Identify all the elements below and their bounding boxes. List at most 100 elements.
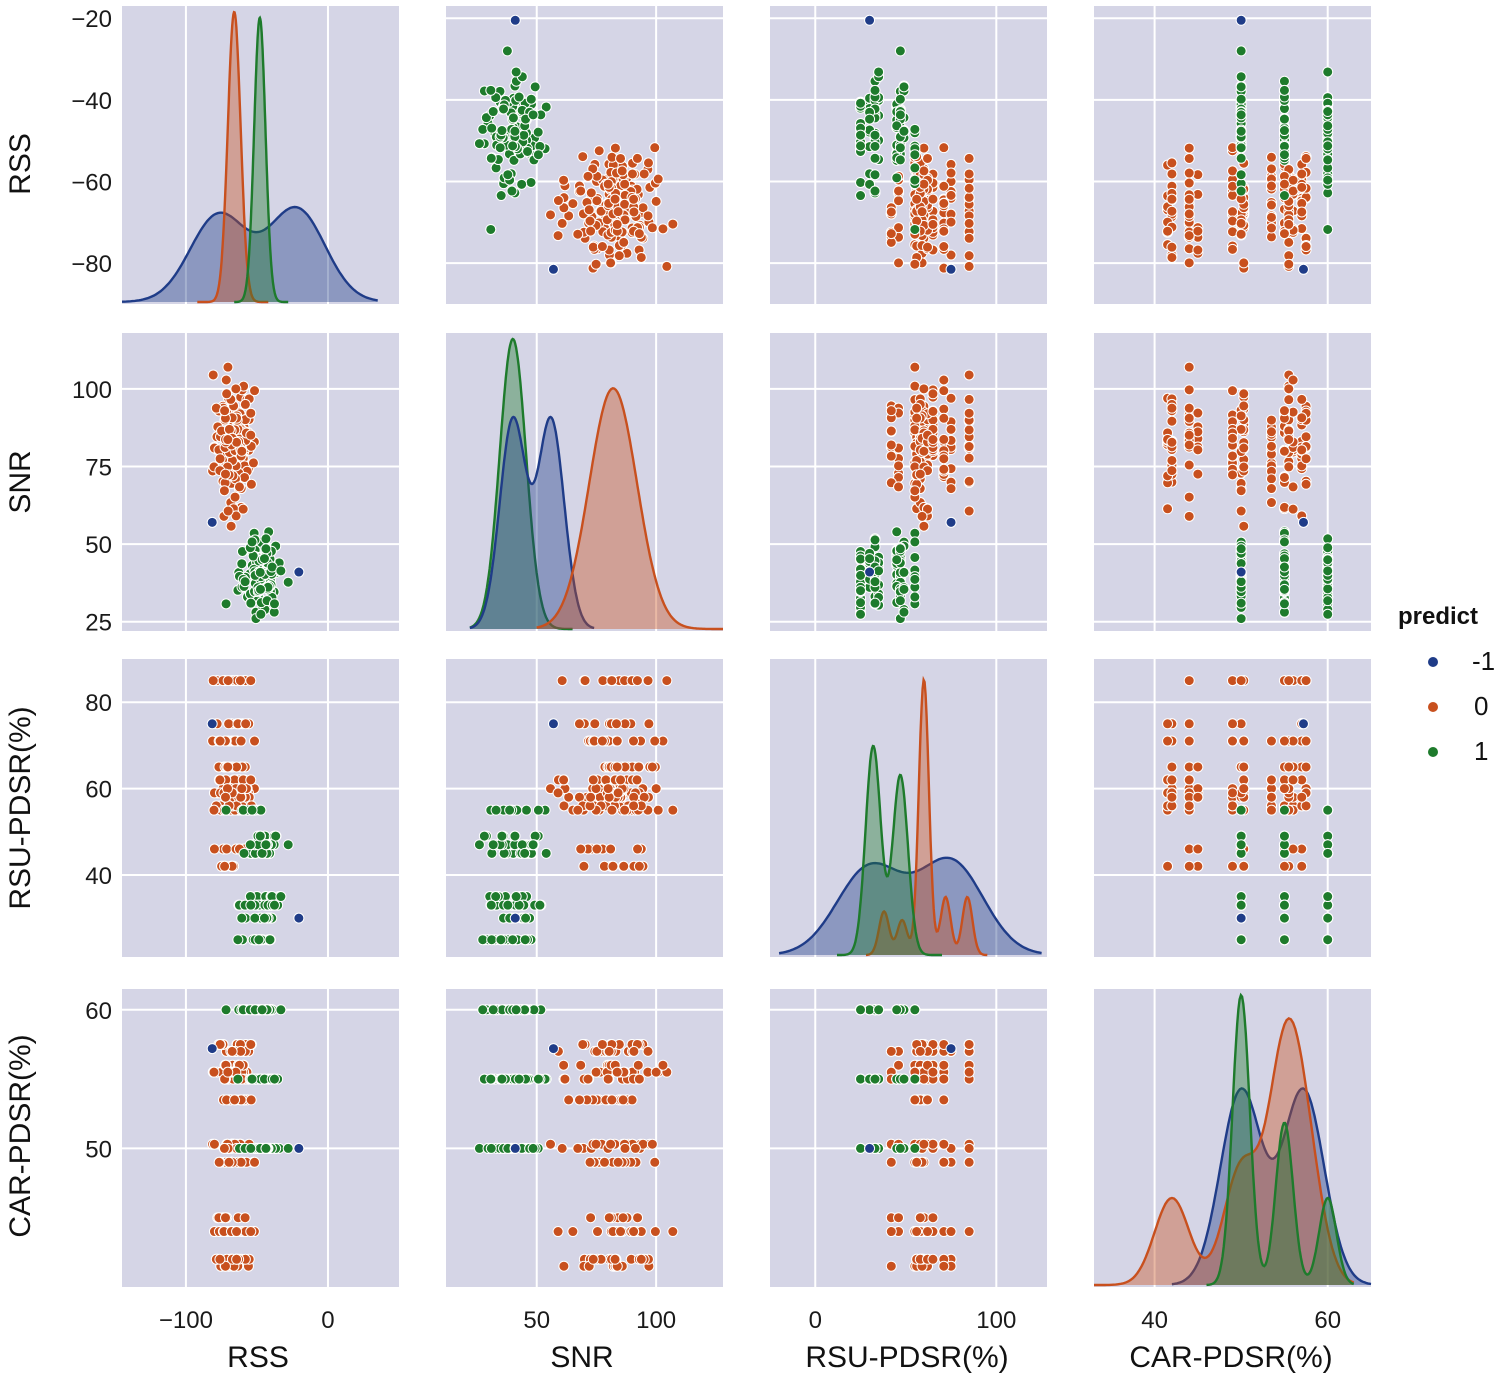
point-pred-0 xyxy=(963,424,975,436)
point-pred-0 xyxy=(1235,505,1247,517)
point-pred-1 xyxy=(507,934,519,946)
point-pred-1 xyxy=(1278,84,1290,96)
point-pred-0 xyxy=(558,1059,570,1071)
point-pred-0 xyxy=(1166,205,1178,217)
point-pred-0 xyxy=(559,1073,571,1085)
point-pred-0 xyxy=(587,774,599,786)
point-pred-1 xyxy=(520,804,532,816)
point-pred-0 xyxy=(938,142,950,154)
point-pred-1 xyxy=(220,598,232,610)
point-pred-1 xyxy=(509,830,521,842)
point-pred-0 xyxy=(220,468,232,480)
kde-line-0 xyxy=(536,387,723,631)
point-pred-1 xyxy=(513,1073,525,1085)
point-pred-1 xyxy=(486,934,498,946)
point-pred-0 xyxy=(652,804,664,816)
point-pred-0 xyxy=(603,1212,615,1224)
point-pred-0 xyxy=(613,250,625,262)
point-pred-0 xyxy=(221,388,233,400)
point-pred-1 xyxy=(504,804,516,816)
point-pred-0 xyxy=(1235,410,1247,422)
point-pred-0 xyxy=(1162,735,1174,747)
point-pred-1 xyxy=(869,129,881,141)
legend-title: predict xyxy=(1398,603,1478,630)
point-pred-0 xyxy=(1300,761,1312,773)
point-pred-0 xyxy=(1278,405,1290,417)
point-pred-0 xyxy=(214,774,226,786)
point-pred-0 xyxy=(911,193,923,205)
x-tick-label: −100 xyxy=(159,1307,213,1334)
point-pred-0 xyxy=(885,439,897,451)
point-pred-0 xyxy=(556,1142,568,1154)
point-pred-1 xyxy=(1235,576,1247,588)
panel-rsu-vs-snr xyxy=(446,659,723,957)
point-pred-1 xyxy=(1278,561,1290,573)
point-pred-0 xyxy=(611,761,623,773)
point-pred-0 xyxy=(612,1156,624,1168)
point-pred-0 xyxy=(1162,718,1174,730)
point-pred-0 xyxy=(587,1253,599,1265)
point-pred-1 xyxy=(864,113,876,125)
point-pred-1 xyxy=(510,66,522,78)
point-pred-0 xyxy=(1238,860,1250,872)
point-pred-0 xyxy=(646,222,658,234)
point-pred-1 xyxy=(532,149,544,161)
point-pred-0 xyxy=(938,403,950,415)
point-pred-0 xyxy=(249,385,261,397)
panel-snr-vs-snr xyxy=(446,333,723,631)
point-pred-1 xyxy=(909,551,921,563)
point-pred-0 xyxy=(1283,761,1295,773)
point-pred-0 xyxy=(927,1138,939,1150)
point-pred-0 xyxy=(1183,459,1195,471)
point-pred-0 xyxy=(584,1156,596,1168)
point-pred-1 xyxy=(510,891,522,903)
point-pred-1 xyxy=(260,533,272,545)
point-pred-0 xyxy=(909,380,921,392)
point-pred-0 xyxy=(575,843,587,855)
point-pred-1 xyxy=(1278,125,1290,137)
point-pred-0 xyxy=(602,178,614,190)
point-pred-1 xyxy=(1235,899,1247,911)
y-label-rsu: RSU-PDSR(%) xyxy=(4,706,37,909)
point-pred-0 xyxy=(1296,412,1308,424)
point-pred-1 xyxy=(236,912,248,924)
point-pred-0 xyxy=(642,675,654,687)
point-pred-0 xyxy=(585,1212,597,1224)
point-pred-1 xyxy=(478,830,490,842)
point-pred-0 xyxy=(605,843,617,855)
point-pred-0 xyxy=(226,1045,238,1057)
point-pred-0 xyxy=(230,510,242,522)
point-pred-0 xyxy=(1183,384,1195,396)
point-pred-1 xyxy=(898,125,910,137)
point-pred-0 xyxy=(615,152,627,164)
point-pred-0 xyxy=(1278,860,1290,872)
point-pred-0 xyxy=(231,1253,243,1265)
x-tick-label: 0 xyxy=(321,1307,334,1334)
point-pred-0 xyxy=(945,392,957,404)
point-pred-1 xyxy=(485,899,497,911)
point-pred-1 xyxy=(519,934,531,946)
point-pred-1 xyxy=(527,839,539,851)
point-pred-0 xyxy=(556,675,568,687)
point-pred-0 xyxy=(918,1138,930,1150)
point-pred-1 xyxy=(1235,169,1247,181)
panel-car-vs-rss xyxy=(122,989,399,1287)
point-pred-neg1 xyxy=(293,1142,305,1154)
point-pred-0 xyxy=(240,718,252,730)
point-pred-0 xyxy=(643,718,655,730)
point-pred-0 xyxy=(544,1138,556,1150)
point-pred-0 xyxy=(1238,442,1250,454)
point-pred-0 xyxy=(938,463,950,475)
panel-rsu-vs-car xyxy=(1094,659,1371,957)
x-tick-label: 0 xyxy=(809,1307,822,1334)
point-pred-1 xyxy=(855,97,867,109)
point-pred-1 xyxy=(898,1073,910,1085)
point-pred-0 xyxy=(1283,434,1295,446)
panel-background xyxy=(122,6,399,304)
point-pred-1 xyxy=(282,576,294,588)
point-pred-0 xyxy=(652,173,664,185)
point-pred-1 xyxy=(238,847,250,859)
point-pred-1 xyxy=(473,138,485,150)
point-pred-0 xyxy=(612,787,624,799)
point-pred-1 xyxy=(898,81,910,93)
